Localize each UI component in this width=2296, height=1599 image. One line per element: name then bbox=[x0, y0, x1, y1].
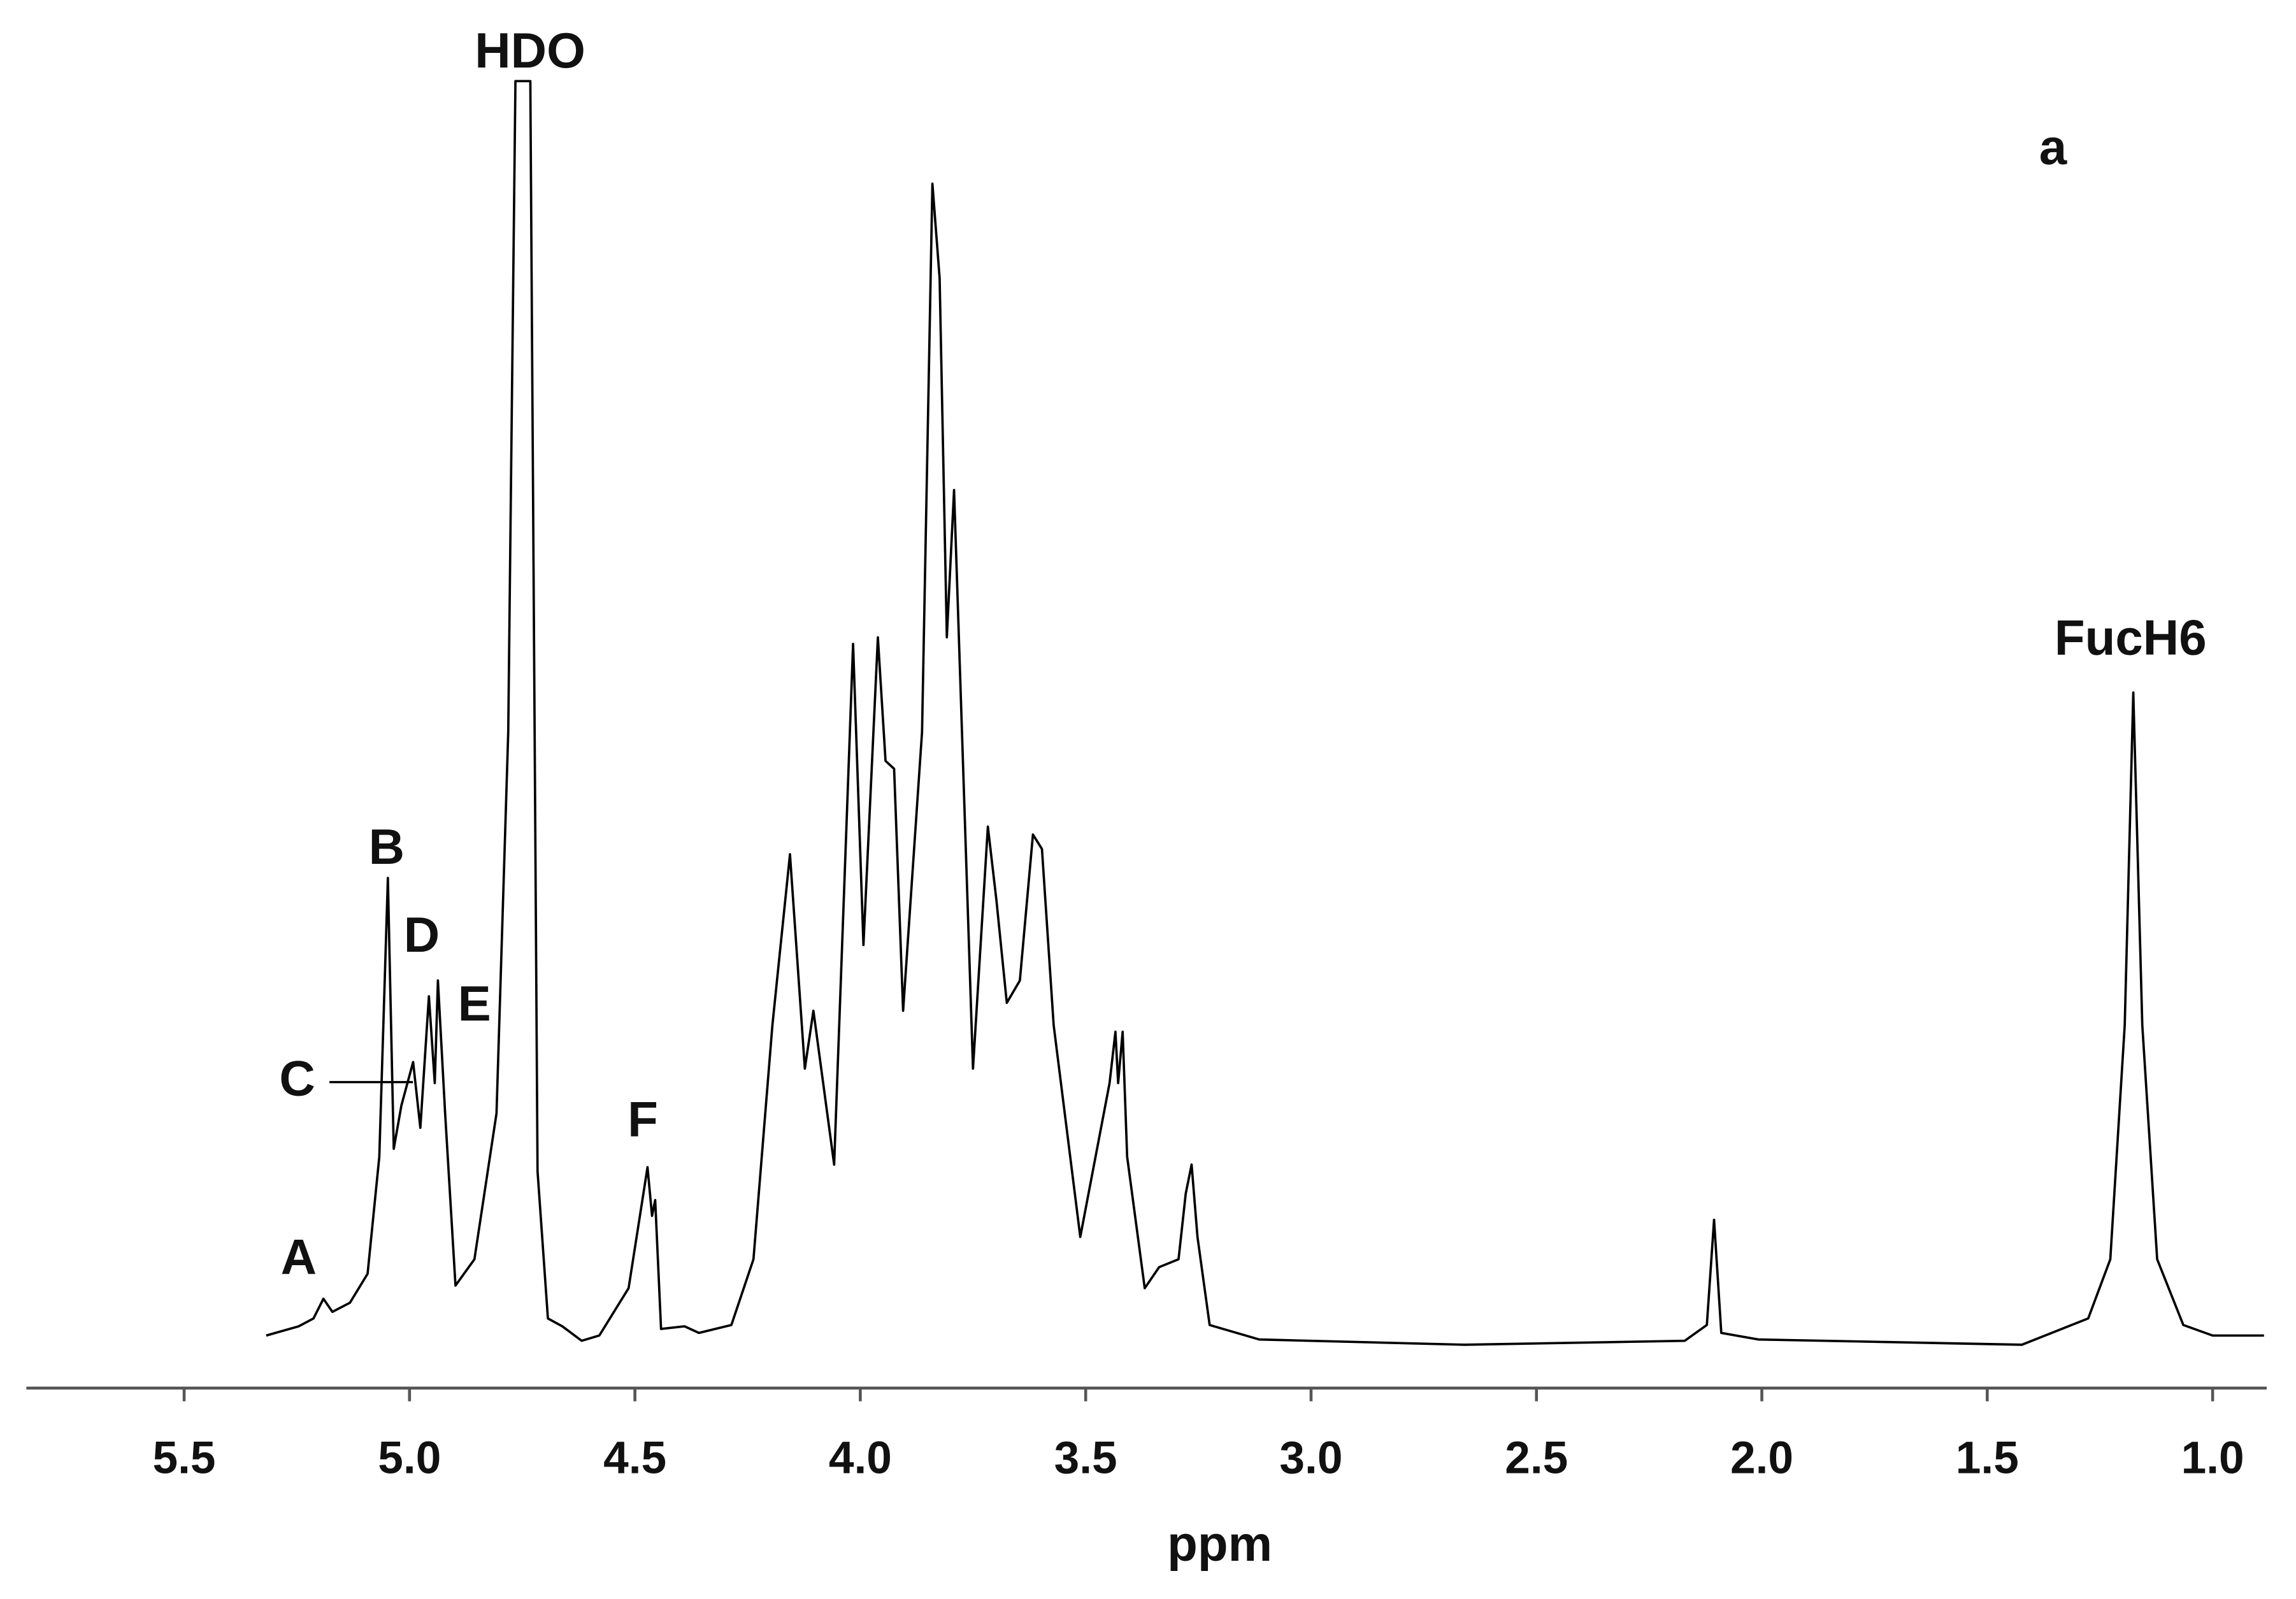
x-tick-label: 4.0 bbox=[829, 1432, 892, 1483]
annotation: E bbox=[458, 975, 491, 1031]
spectrum-line bbox=[266, 80, 2264, 1346]
x-tick-label: 1.5 bbox=[1956, 1432, 2019, 1483]
annotation: D bbox=[404, 907, 440, 963]
annotation: C bbox=[279, 1050, 315, 1106]
annotation: A bbox=[281, 1229, 317, 1285]
x-tick-label: 1.0 bbox=[2181, 1432, 2244, 1483]
x-tick-label: 3.0 bbox=[1279, 1432, 1342, 1483]
annotation: a bbox=[2039, 118, 2067, 175]
x-tick-label: 2.0 bbox=[1730, 1432, 1793, 1483]
x-tick-label: 2.5 bbox=[1505, 1432, 1568, 1483]
x-axis-label: ppm bbox=[1167, 1516, 1272, 1572]
annotation: FucH6 bbox=[2055, 609, 2207, 665]
annotation: HDO bbox=[475, 22, 585, 78]
annotation: B bbox=[369, 819, 405, 875]
x-tick-label: 5.5 bbox=[152, 1432, 215, 1483]
x-tick-label: 5.0 bbox=[378, 1432, 441, 1483]
x-tick-label: 4.5 bbox=[603, 1432, 666, 1483]
x-tick-label: 3.5 bbox=[1054, 1432, 1117, 1483]
annotation: F bbox=[628, 1091, 658, 1147]
